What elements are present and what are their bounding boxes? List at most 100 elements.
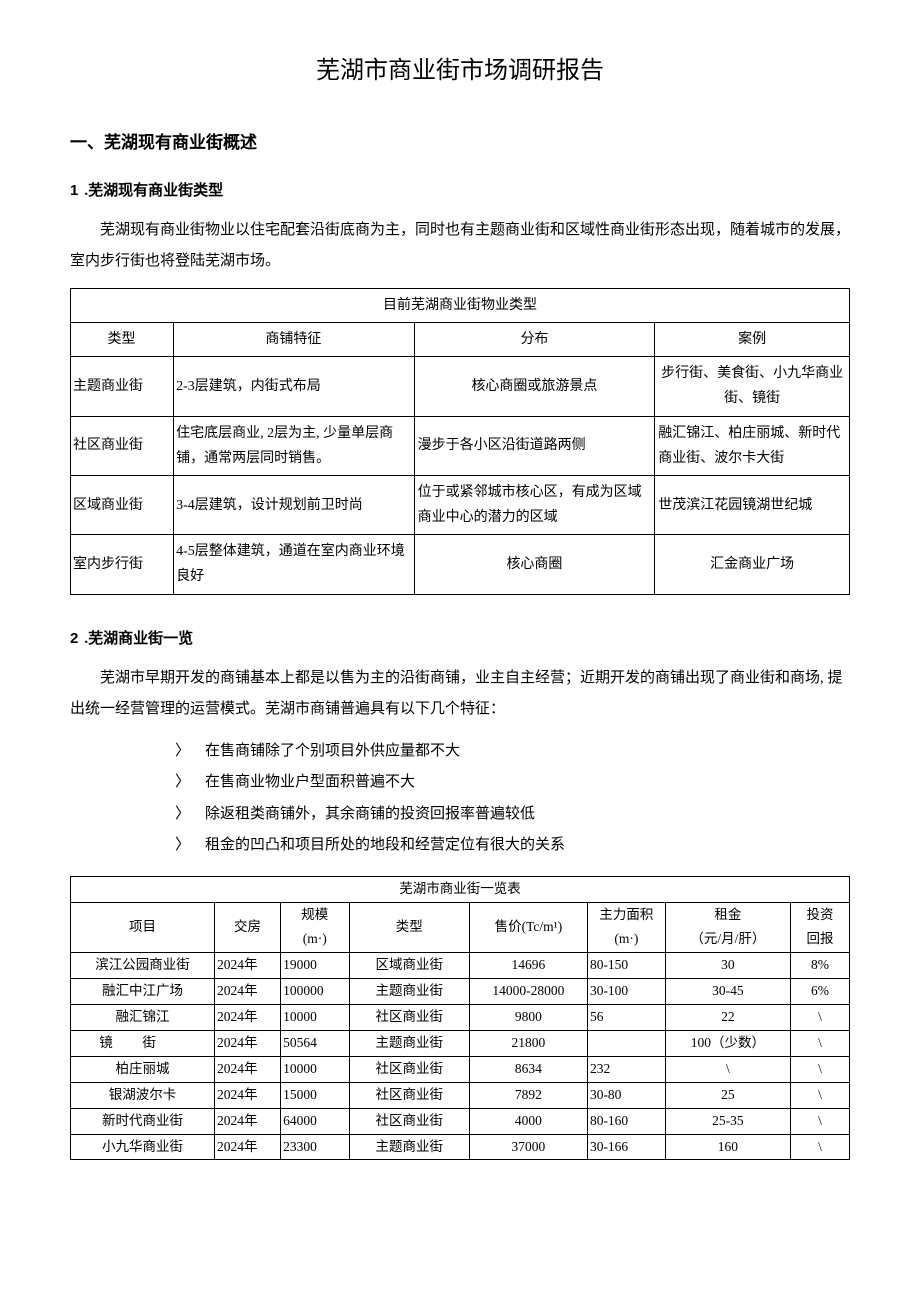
table2-header-rent-bot: （元/月/肝） bbox=[665, 927, 790, 952]
cell: 30-45 bbox=[665, 979, 790, 1005]
cell: 56 bbox=[587, 1005, 665, 1031]
cell: 漫步于各小区沿街道路两侧 bbox=[414, 416, 655, 475]
table-row: 小九华商业街2024年23300主题商业街3700030-166160\ bbox=[71, 1134, 850, 1160]
table1-header-dist: 分布 bbox=[414, 322, 655, 356]
bullet-marker-icon: 〉 bbox=[175, 767, 205, 799]
cell: 232 bbox=[587, 1056, 665, 1082]
table2-header-type: 类型 bbox=[349, 902, 469, 953]
cell: 8634 bbox=[469, 1056, 587, 1082]
cell: 主题商业街 bbox=[349, 1134, 469, 1160]
bullet-marker-icon: 〉 bbox=[175, 736, 205, 768]
cell: 融汇中江广场 bbox=[71, 979, 215, 1005]
table2-header-roi-bot: 回报 bbox=[790, 927, 849, 952]
cell: 区域商业街 bbox=[71, 475, 174, 534]
cell: 19000 bbox=[281, 953, 349, 979]
cell: 30-80 bbox=[587, 1082, 665, 1108]
table-row: 滨江公园商业街2024年19000区域商业街1469680-150308% bbox=[71, 953, 850, 979]
cell: 2024年 bbox=[214, 979, 280, 1005]
bullet-list: 〉在售商铺除了个别项目外供应量都不大 〉在售商业物业户型面积普遍不大 〉除返租类… bbox=[70, 736, 850, 862]
cell: 80-150 bbox=[587, 953, 665, 979]
cell bbox=[587, 1031, 665, 1057]
cell: 10000 bbox=[281, 1056, 349, 1082]
cell: 23300 bbox=[281, 1134, 349, 1160]
subheading-label: .芜湖商业街一览 bbox=[84, 631, 193, 647]
cell: 9800 bbox=[469, 1005, 587, 1031]
cell: 住宅底层商业, 2层为主, 少量单层商铺，通常两层同时销售。 bbox=[174, 416, 415, 475]
table-row: 银湖波尔卡2024年15000社区商业街789230-8025\ bbox=[71, 1082, 850, 1108]
cell: 小九华商业街 bbox=[71, 1134, 215, 1160]
cell: 50564 bbox=[281, 1031, 349, 1057]
cell: 64000 bbox=[281, 1108, 349, 1134]
cell: 21800 bbox=[469, 1031, 587, 1057]
table2-header-area-top: 主力面积 bbox=[587, 902, 665, 927]
cell: 主题商业街 bbox=[349, 979, 469, 1005]
list-item: 〉除返租类商铺外，其余商铺的投资回报率普遍较低 bbox=[175, 799, 850, 831]
cell: 80-160 bbox=[587, 1108, 665, 1134]
cell: 汇金商业广场 bbox=[655, 535, 850, 594]
subheading-2: 2 .芜湖商业街一览 bbox=[70, 625, 850, 653]
cell: 融汇锦江、柏庄丽城、新时代商业街、波尔卡大街 bbox=[655, 416, 850, 475]
cell: 4-5层整体建筑，通道在室内商业环境良好 bbox=[174, 535, 415, 594]
cell: 2024年 bbox=[214, 953, 280, 979]
cell: 7892 bbox=[469, 1082, 587, 1108]
cell: 2024年 bbox=[214, 1134, 280, 1160]
bullet-text: 在售商铺除了个别项目外供应量都不大 bbox=[205, 743, 460, 759]
table-row: 镜街2024年50564主题商业街21800100（少数）\ bbox=[71, 1031, 850, 1057]
cell: 8% bbox=[790, 953, 849, 979]
cell: 社区商业街 bbox=[71, 416, 174, 475]
cell: 25 bbox=[665, 1082, 790, 1108]
cell: 15000 bbox=[281, 1082, 349, 1108]
cell: 银湖波尔卡 bbox=[71, 1082, 215, 1108]
paragraph-1: 芜湖现有商业街物业以住宅配套沿街底商为主，同时也有主题商业街和区域性商业街形态出… bbox=[70, 215, 850, 278]
cell: 6% bbox=[790, 979, 849, 1005]
section-heading-1: 一、芜湖现有商业街概述 bbox=[70, 128, 850, 159]
table-row: 融汇锦江2024年10000社区商业街98005622\ bbox=[71, 1005, 850, 1031]
bullet-marker-icon: 〉 bbox=[175, 830, 205, 862]
cell: 社区商业街 bbox=[349, 1005, 469, 1031]
table2-header-year: 交房 bbox=[214, 902, 280, 953]
subheading-num: 1 bbox=[70, 182, 78, 199]
cell: \ bbox=[790, 1108, 849, 1134]
cell: 100000 bbox=[281, 979, 349, 1005]
list-item: 〉在售商铺除了个别项目外供应量都不大 bbox=[175, 736, 850, 768]
bullet-text: 租金的凹凸和项目所处的地段和经营定位有很大的关系 bbox=[205, 837, 565, 853]
cell: 位于或紧邻城市核心区，有成为区域商业中心的潜力的区域 bbox=[414, 475, 655, 534]
table1-header-type: 类型 bbox=[71, 322, 174, 356]
table2-header-rent-top: 租金 bbox=[665, 902, 790, 927]
cell: 2024年 bbox=[214, 1005, 280, 1031]
bullet-text: 除返租类商铺外，其余商铺的投资回报率普遍较低 bbox=[205, 806, 535, 822]
cell: 室内步行街 bbox=[71, 535, 174, 594]
table2-header-area-bot: (m·) bbox=[587, 927, 665, 952]
doc-title: 芜湖市商业街市场调研报告 bbox=[70, 50, 850, 93]
cell: 25-35 bbox=[665, 1108, 790, 1134]
cell: 镜街 bbox=[71, 1031, 215, 1057]
subheading-label: .芜湖现有商业街类型 bbox=[84, 183, 223, 199]
cell: 社区商业街 bbox=[349, 1056, 469, 1082]
bullet-marker-icon: 〉 bbox=[175, 799, 205, 831]
cell: 2024年 bbox=[214, 1108, 280, 1134]
table2-header-price: 售价(Tc/m¹) bbox=[469, 902, 587, 953]
cell: 37000 bbox=[469, 1134, 587, 1160]
cell: 核心商圈或旅游景点 bbox=[414, 357, 655, 416]
cell: 100（少数） bbox=[665, 1031, 790, 1057]
cell: \ bbox=[790, 1031, 849, 1057]
table2-title: 芜湖市商业街一览表 bbox=[71, 876, 850, 902]
cell: 22 bbox=[665, 1005, 790, 1031]
table-street-list: 芜湖市商业街一览表 项目 交房 规模 类型 售价(Tc/m¹) 主力面积 租金 … bbox=[70, 876, 850, 1161]
cell: 世茂滨江花园镜湖世纪城 bbox=[655, 475, 850, 534]
cell: 2-3层建筑，内街式布局 bbox=[174, 357, 415, 416]
table-row: 区域商业街 3-4层建筑，设计规划前卫时尚 位于或紧邻城市核心区，有成为区域商业… bbox=[71, 475, 850, 534]
table2-header-roi-top: 投资 bbox=[790, 902, 849, 927]
cell: 主题商业街 bbox=[71, 357, 174, 416]
table-property-types: 目前芜湖商业街物业类型 类型 商铺特征 分布 案例 主题商业街 2-3层建筑，内… bbox=[70, 288, 850, 595]
list-item: 〉在售商业物业户型面积普遍不大 bbox=[175, 767, 850, 799]
cell: 2024年 bbox=[214, 1056, 280, 1082]
cell: 新时代商业街 bbox=[71, 1108, 215, 1134]
cell: \ bbox=[790, 1134, 849, 1160]
table-row: 柏庄丽城2024年10000社区商业街8634232\\ bbox=[71, 1056, 850, 1082]
cell: 社区商业街 bbox=[349, 1108, 469, 1134]
subheading-num: 2 bbox=[70, 630, 78, 647]
cell: \ bbox=[790, 1082, 849, 1108]
cell: 社区商业街 bbox=[349, 1082, 469, 1108]
table1-header-char: 商铺特征 bbox=[174, 322, 415, 356]
